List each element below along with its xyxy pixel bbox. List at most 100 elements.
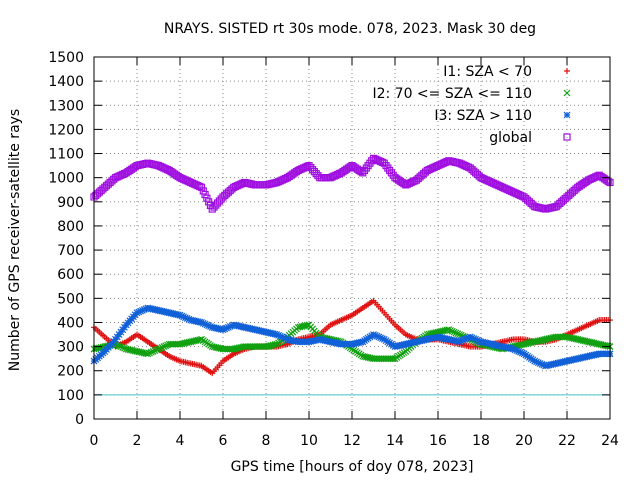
data-point — [197, 183, 206, 191]
data-point — [463, 335, 471, 342]
data-point — [459, 336, 467, 344]
data-point — [183, 315, 191, 322]
data-point — [280, 334, 288, 342]
data-point — [153, 346, 161, 354]
data-point — [207, 323, 214, 330]
legend-label: I2: 70 <= SZA <= 110 — [372, 86, 532, 102]
data-point — [205, 198, 213, 206]
data-point — [468, 334, 476, 342]
data-point — [180, 313, 188, 321]
data-point — [142, 305, 150, 313]
series-4 — [90, 154, 614, 213]
data-point — [181, 314, 189, 322]
y-tick-label: 1500 — [48, 50, 84, 66]
data-point — [221, 325, 229, 333]
data-point — [447, 327, 454, 334]
data-point — [457, 337, 465, 345]
data-point — [470, 335, 478, 342]
series-2 — [90, 321, 614, 363]
legend-marker — [563, 89, 571, 97]
data-point — [140, 306, 148, 314]
data-point — [199, 319, 207, 327]
data-point — [448, 327, 456, 335]
data-point — [456, 338, 463, 346]
data-point — [198, 319, 205, 326]
data-point — [375, 333, 383, 341]
data-point — [199, 187, 207, 195]
data-point — [282, 335, 290, 342]
tick-labels: 0100200300400500600700800900100011001200… — [48, 50, 619, 449]
data-point — [224, 323, 232, 331]
y-tick-label: 1000 — [48, 171, 84, 187]
axis-ticks — [93, 56, 611, 420]
data-point — [531, 357, 539, 365]
data-point — [475, 337, 483, 345]
data-point — [138, 306, 146, 314]
data-point — [371, 331, 379, 339]
x-tick-label: 14 — [386, 433, 404, 449]
data-point — [158, 343, 166, 351]
data-point — [445, 326, 453, 334]
data-point — [465, 334, 472, 342]
y-tick-label: 0 — [75, 412, 84, 428]
y-axis-title: Number of GPS receiver-satellite rays — [7, 109, 23, 371]
data-point — [146, 349, 153, 357]
data-point — [176, 311, 184, 319]
data-point — [205, 322, 213, 330]
data-point — [276, 332, 284, 340]
data-point — [454, 330, 462, 338]
y-tick-label: 1300 — [48, 98, 84, 114]
legend-marker — [563, 133, 571, 141]
legend-marker — [563, 111, 571, 119]
y-tick-label: 1200 — [48, 122, 84, 138]
data-point — [137, 307, 145, 315]
x-tick-label: 22 — [558, 433, 576, 449]
x-tick-label: 20 — [515, 433, 533, 449]
x-tick-label: 12 — [343, 433, 361, 449]
x-tick-label: 2 — [133, 433, 142, 449]
data-point — [156, 344, 164, 352]
data-point — [115, 342, 123, 350]
data-point — [147, 348, 155, 356]
x-axis-title: GPS time [hours of doy 078, 2023] — [231, 459, 474, 475]
data-point — [511, 346, 519, 354]
data-point — [461, 335, 469, 343]
chart-title: NRAYS. SISTED rt 30s mode. 078, 2023. Ma… — [164, 21, 536, 37]
data-point — [466, 333, 474, 341]
data-point — [273, 331, 281, 338]
data-point — [117, 343, 125, 351]
data-point — [228, 322, 236, 330]
x-tick-label: 8 — [262, 433, 271, 449]
data-point — [178, 312, 186, 320]
data-point — [144, 350, 152, 358]
data-point — [452, 329, 460, 337]
data-point — [536, 360, 544, 367]
y-tick-label: 1100 — [48, 147, 84, 163]
y-tick-label: 500 — [57, 291, 84, 307]
data-point — [533, 358, 540, 366]
data-point — [201, 320, 209, 328]
data-point — [149, 348, 157, 355]
x-tick-label: 24 — [601, 433, 619, 449]
data-point — [219, 326, 227, 334]
data-point — [119, 343, 127, 351]
data-point — [223, 324, 231, 332]
data-point — [515, 348, 523, 355]
y-tick-label: 600 — [57, 267, 84, 283]
y-tick-label: 400 — [57, 315, 84, 331]
data-point — [377, 334, 385, 342]
data-point — [162, 342, 170, 350]
legend: I1: SZA < 70 I2: 70 <= SZA <= 110 I3: SZA … — [372, 64, 571, 146]
x-tick-label: 18 — [472, 433, 490, 449]
series-3 — [90, 304, 614, 370]
data-point — [201, 190, 209, 199]
data-point — [604, 177, 612, 185]
legend-marker — [564, 68, 570, 74]
x-tick-label: 4 — [176, 433, 185, 449]
data-point — [534, 359, 542, 367]
x-tick-label: 6 — [219, 433, 228, 449]
data-point — [473, 336, 481, 344]
y-tick-label: 800 — [57, 219, 84, 235]
data-point — [538, 360, 546, 368]
data-point — [135, 308, 143, 316]
